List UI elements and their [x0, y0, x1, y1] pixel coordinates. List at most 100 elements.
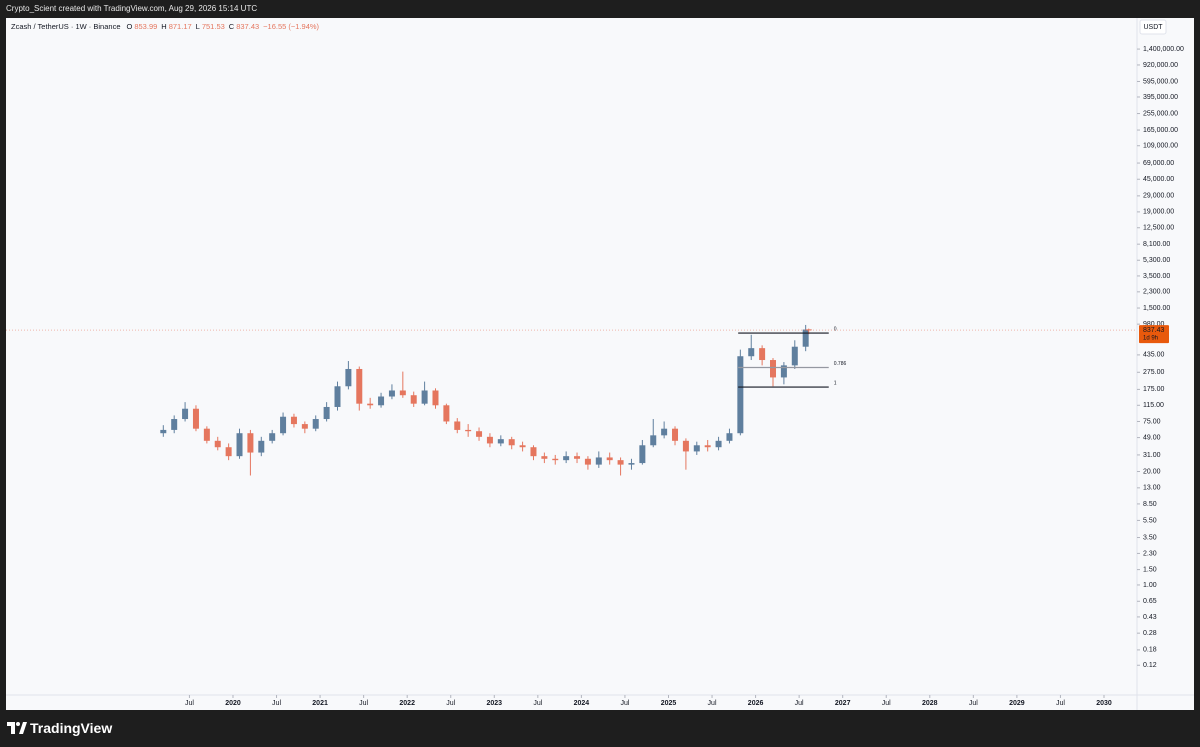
x-tick-label: 2030: [1096, 700, 1112, 707]
ohlc-key: H: [161, 22, 167, 31]
x-tick-label: 2024: [574, 700, 590, 707]
candle-body: [236, 433, 243, 457]
candle-body: [410, 395, 417, 404]
candle-body: [661, 428, 668, 436]
x-tick-label: 2025: [661, 700, 677, 707]
candle-body: [682, 440, 689, 452]
x-tick-label: Jul: [620, 700, 629, 707]
candle-body: [574, 456, 581, 459]
y-tick-label: 165,000.00: [1143, 127, 1178, 134]
fib-level-label: 0: [834, 326, 837, 332]
top-bar: Crypto_Scient created with TradingView.c…: [0, 0, 1200, 18]
ohlc-key: L: [195, 22, 200, 31]
y-tick-label: 1,500.00: [1143, 305, 1170, 312]
ohlc-key: C: [228, 22, 235, 31]
candle-body: [563, 456, 570, 461]
ohlc-key: O: [126, 22, 133, 31]
y-tick-label: 920,000.00: [1143, 62, 1178, 69]
candle-body: [715, 440, 722, 448]
y-tick-label: 3,500.00: [1143, 273, 1170, 280]
x-tick-label: 2020: [225, 700, 241, 707]
y-tick-label: 115.00: [1143, 402, 1164, 409]
x-tick-label: Jul: [446, 700, 455, 707]
ohlc-value: 751.53: [201, 22, 225, 31]
header-text: Crypto_Scient created with TradingView.c…: [6, 4, 258, 13]
candle-body: [639, 445, 646, 464]
y-tick-label: 8.50: [1143, 501, 1157, 508]
x-tick-label: Jul: [708, 700, 717, 707]
candle-body: [791, 346, 798, 366]
candle-body: [465, 429, 472, 432]
x-tick-label: 2022: [399, 700, 415, 707]
y-tick-label: 2,300.00: [1143, 289, 1170, 296]
y-tick-label: 175.00: [1143, 386, 1165, 393]
symbol-title: Zcash / TetherUS · 1W · Binance: [11, 22, 121, 31]
y-tick-label: 0.18: [1143, 647, 1157, 654]
candle-body: [606, 457, 613, 461]
candle-body: [726, 433, 733, 441]
candle-body: [672, 428, 679, 441]
y-tick-label: 5.50: [1143, 517, 1157, 524]
y-tick-label: 1.50: [1143, 566, 1157, 573]
candle-body: [203, 428, 210, 441]
candle-body: [171, 419, 178, 430]
y-tick-label: 13.00: [1143, 485, 1161, 492]
ohlc-value: 853.99: [134, 22, 158, 31]
y-tick-label: 1,400,000.00: [1143, 46, 1184, 53]
y-tick-label: 2.30: [1143, 550, 1157, 557]
candle-body: [595, 457, 602, 465]
y-tick-label: 20.00: [1143, 468, 1161, 475]
y-tick-label: 69,000.00: [1143, 160, 1174, 167]
y-tick-label: 0.28: [1143, 630, 1157, 637]
x-tick-label: Jul: [272, 700, 281, 707]
candle-body: [388, 390, 395, 397]
candle-body: [454, 421, 461, 430]
y-tick-label: 19,000.00: [1143, 209, 1174, 216]
candle-body: [617, 460, 624, 465]
candle-body: [192, 408, 199, 429]
chart-background: [6, 18, 1194, 710]
candle-body: [802, 329, 809, 347]
x-tick-label: 2023: [486, 700, 502, 707]
fib-level-label: 1: [834, 380, 837, 386]
x-tick-label: Jul: [795, 700, 804, 707]
candle-body: [693, 445, 700, 452]
candle-body: [770, 360, 777, 378]
y-tick-label: 29,000.00: [1143, 193, 1174, 200]
candle-body: [704, 445, 711, 448]
currency-box[interactable]: [1139, 19, 1167, 35]
candle-body: [182, 408, 189, 420]
y-tick-label: 980.00: [1143, 321, 1165, 328]
candle-body: [160, 429, 167, 434]
x-tick-label: Jul: [882, 700, 891, 707]
x-tick-label: 2026: [748, 700, 764, 707]
y-tick-label: 255,000.00: [1143, 110, 1178, 117]
candle-body: [378, 396, 385, 406]
candle-body: [225, 447, 232, 457]
y-tick-label: 31.00: [1143, 452, 1161, 459]
candle-body: [584, 458, 591, 465]
price-tag-value: 837.43: [1143, 327, 1165, 334]
candle-body: [519, 445, 526, 448]
candle-body: [805, 329, 812, 331]
y-tick-label: 275.00: [1143, 369, 1165, 376]
currency-label[interactable]: USDT: [1143, 24, 1163, 31]
candle-body: [541, 456, 548, 459]
footer-bar: TradingView: [0, 710, 1200, 747]
candle-body: [759, 348, 766, 361]
fib-level-label: 0.786: [834, 361, 847, 367]
y-tick-label: 0.65: [1143, 598, 1157, 605]
candle-body: [356, 368, 363, 404]
brand-logo: [7, 722, 27, 734]
candle-body: [334, 386, 341, 407]
candle-body: [508, 439, 515, 446]
candle-body: [345, 368, 352, 387]
candle-body: [421, 390, 428, 404]
candle-body: [530, 447, 537, 457]
candle-body: [780, 365, 787, 378]
x-tick-label: Jul: [1056, 700, 1065, 707]
brand-name: TradingView: [30, 720, 113, 736]
legend: Zcash / TetherUS · 1W · Binance O 853.99 …: [11, 22, 321, 31]
candle-body: [312, 419, 319, 429]
